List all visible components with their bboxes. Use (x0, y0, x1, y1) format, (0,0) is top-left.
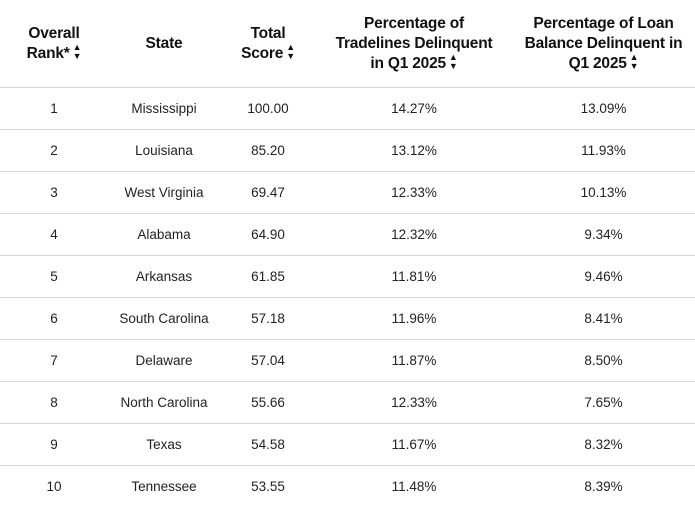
sort-arrows-icon[interactable]: ▲▼ (630, 53, 639, 71)
table-row: 6 South Carolina 57.18 11.96% 8.41% (0, 298, 695, 340)
header-loan-line-1: Percentage of Loan (512, 14, 695, 34)
cell-rank: 9 (0, 424, 108, 466)
cell-state: Texas (108, 424, 220, 466)
cell-score: 100.00 (220, 88, 316, 130)
cell-rank: 5 (0, 256, 108, 298)
header-rank-line-1: Overall (0, 24, 108, 44)
cell-state: South Carolina (108, 298, 220, 340)
cell-rank: 8 (0, 382, 108, 424)
cell-score: 85.20 (220, 130, 316, 172)
table-row: 10 Tennessee 53.55 11.48% 8.39% (0, 466, 695, 507)
table-row: 7 Delaware 57.04 11.87% 8.50% (0, 340, 695, 382)
cell-state: Arkansas (108, 256, 220, 298)
table-row: 2 Louisiana 85.20 13.12% 11.93% (0, 130, 695, 172)
cell-tradelines: 11.67% (316, 424, 512, 466)
header-tradelines-line-2: Tradelines Delinquent (316, 34, 512, 54)
header-rank-line-2: Rank* (27, 45, 70, 62)
cell-state: Mississippi (108, 88, 220, 130)
cell-loan: 9.34% (512, 214, 695, 256)
cell-rank: 3 (0, 172, 108, 214)
header-loan-line-3: Q1 2025 (569, 55, 627, 72)
cell-rank: 4 (0, 214, 108, 256)
cell-state: Delaware (108, 340, 220, 382)
cell-loan: 8.50% (512, 340, 695, 382)
cell-tradelines: 12.33% (316, 172, 512, 214)
cell-loan: 10.13% (512, 172, 695, 214)
table-row: 5 Arkansas 61.85 11.81% 9.46% (0, 256, 695, 298)
table-row: 4 Alabama 64.90 12.32% 9.34% (0, 214, 695, 256)
cell-rank: 7 (0, 340, 108, 382)
header-state-line-1: State (108, 34, 220, 54)
header-tradelines-line-3: in Q1 2025 (370, 55, 446, 72)
header-loan-line-2: Balance Delinquent in (512, 34, 695, 54)
cell-state: North Carolina (108, 382, 220, 424)
cell-score: 64.90 (220, 214, 316, 256)
cell-score: 54.58 (220, 424, 316, 466)
cell-score: 69.47 (220, 172, 316, 214)
cell-score: 61.85 (220, 256, 316, 298)
cell-rank: 1 (0, 88, 108, 130)
column-header-score[interactable]: Total Score▲▼ (220, 0, 316, 88)
cell-loan: 11.93% (512, 130, 695, 172)
sort-arrows-icon[interactable]: ▲▼ (73, 43, 82, 61)
table-row: 1 Mississippi 100.00 14.27% 13.09% (0, 88, 695, 130)
cell-loan: 7.65% (512, 382, 695, 424)
column-header-rank[interactable]: Overall Rank*▲▼ (0, 0, 108, 88)
header-score-line-1: Total (220, 24, 316, 44)
cell-tradelines: 12.32% (316, 214, 512, 256)
cell-loan: 9.46% (512, 256, 695, 298)
cell-rank: 10 (0, 466, 108, 507)
cell-tradelines: 11.96% (316, 298, 512, 340)
cell-tradelines: 11.81% (316, 256, 512, 298)
cell-rank: 2 (0, 130, 108, 172)
cell-score: 57.04 (220, 340, 316, 382)
column-header-state[interactable]: State (108, 0, 220, 88)
cell-loan: 8.32% (512, 424, 695, 466)
cell-score: 53.55 (220, 466, 316, 507)
table-header-row: Overall Rank*▲▼ State Total Score▲▼ Perc… (0, 0, 695, 88)
cell-score: 57.18 (220, 298, 316, 340)
cell-rank: 6 (0, 298, 108, 340)
table-row: 9 Texas 54.58 11.67% 8.32% (0, 424, 695, 466)
cell-tradelines: 12.33% (316, 382, 512, 424)
cell-score: 55.66 (220, 382, 316, 424)
cell-state: Tennessee (108, 466, 220, 507)
header-score-line-2: Score (241, 45, 283, 62)
cell-state: Alabama (108, 214, 220, 256)
sort-arrows-icon[interactable]: ▲▼ (449, 53, 458, 71)
sort-arrows-icon[interactable]: ▲▼ (286, 43, 295, 61)
cell-tradelines: 14.27% (316, 88, 512, 130)
cell-loan: 13.09% (512, 88, 695, 130)
cell-tradelines: 13.12% (316, 130, 512, 172)
cell-state: Louisiana (108, 130, 220, 172)
table-row: 3 West Virginia 69.47 12.33% 10.13% (0, 172, 695, 214)
cell-loan: 8.39% (512, 466, 695, 507)
column-header-tradelines[interactable]: Percentage of Tradelines Delinquent in Q… (316, 0, 512, 88)
cell-tradelines: 11.48% (316, 466, 512, 507)
cell-tradelines: 11.87% (316, 340, 512, 382)
cell-state: West Virginia (108, 172, 220, 214)
table-row: 8 North Carolina 55.66 12.33% 7.65% (0, 382, 695, 424)
header-tradelines-line-1: Percentage of (316, 14, 512, 34)
column-header-loan[interactable]: Percentage of Loan Balance Delinquent in… (512, 0, 695, 88)
cell-loan: 8.41% (512, 298, 695, 340)
